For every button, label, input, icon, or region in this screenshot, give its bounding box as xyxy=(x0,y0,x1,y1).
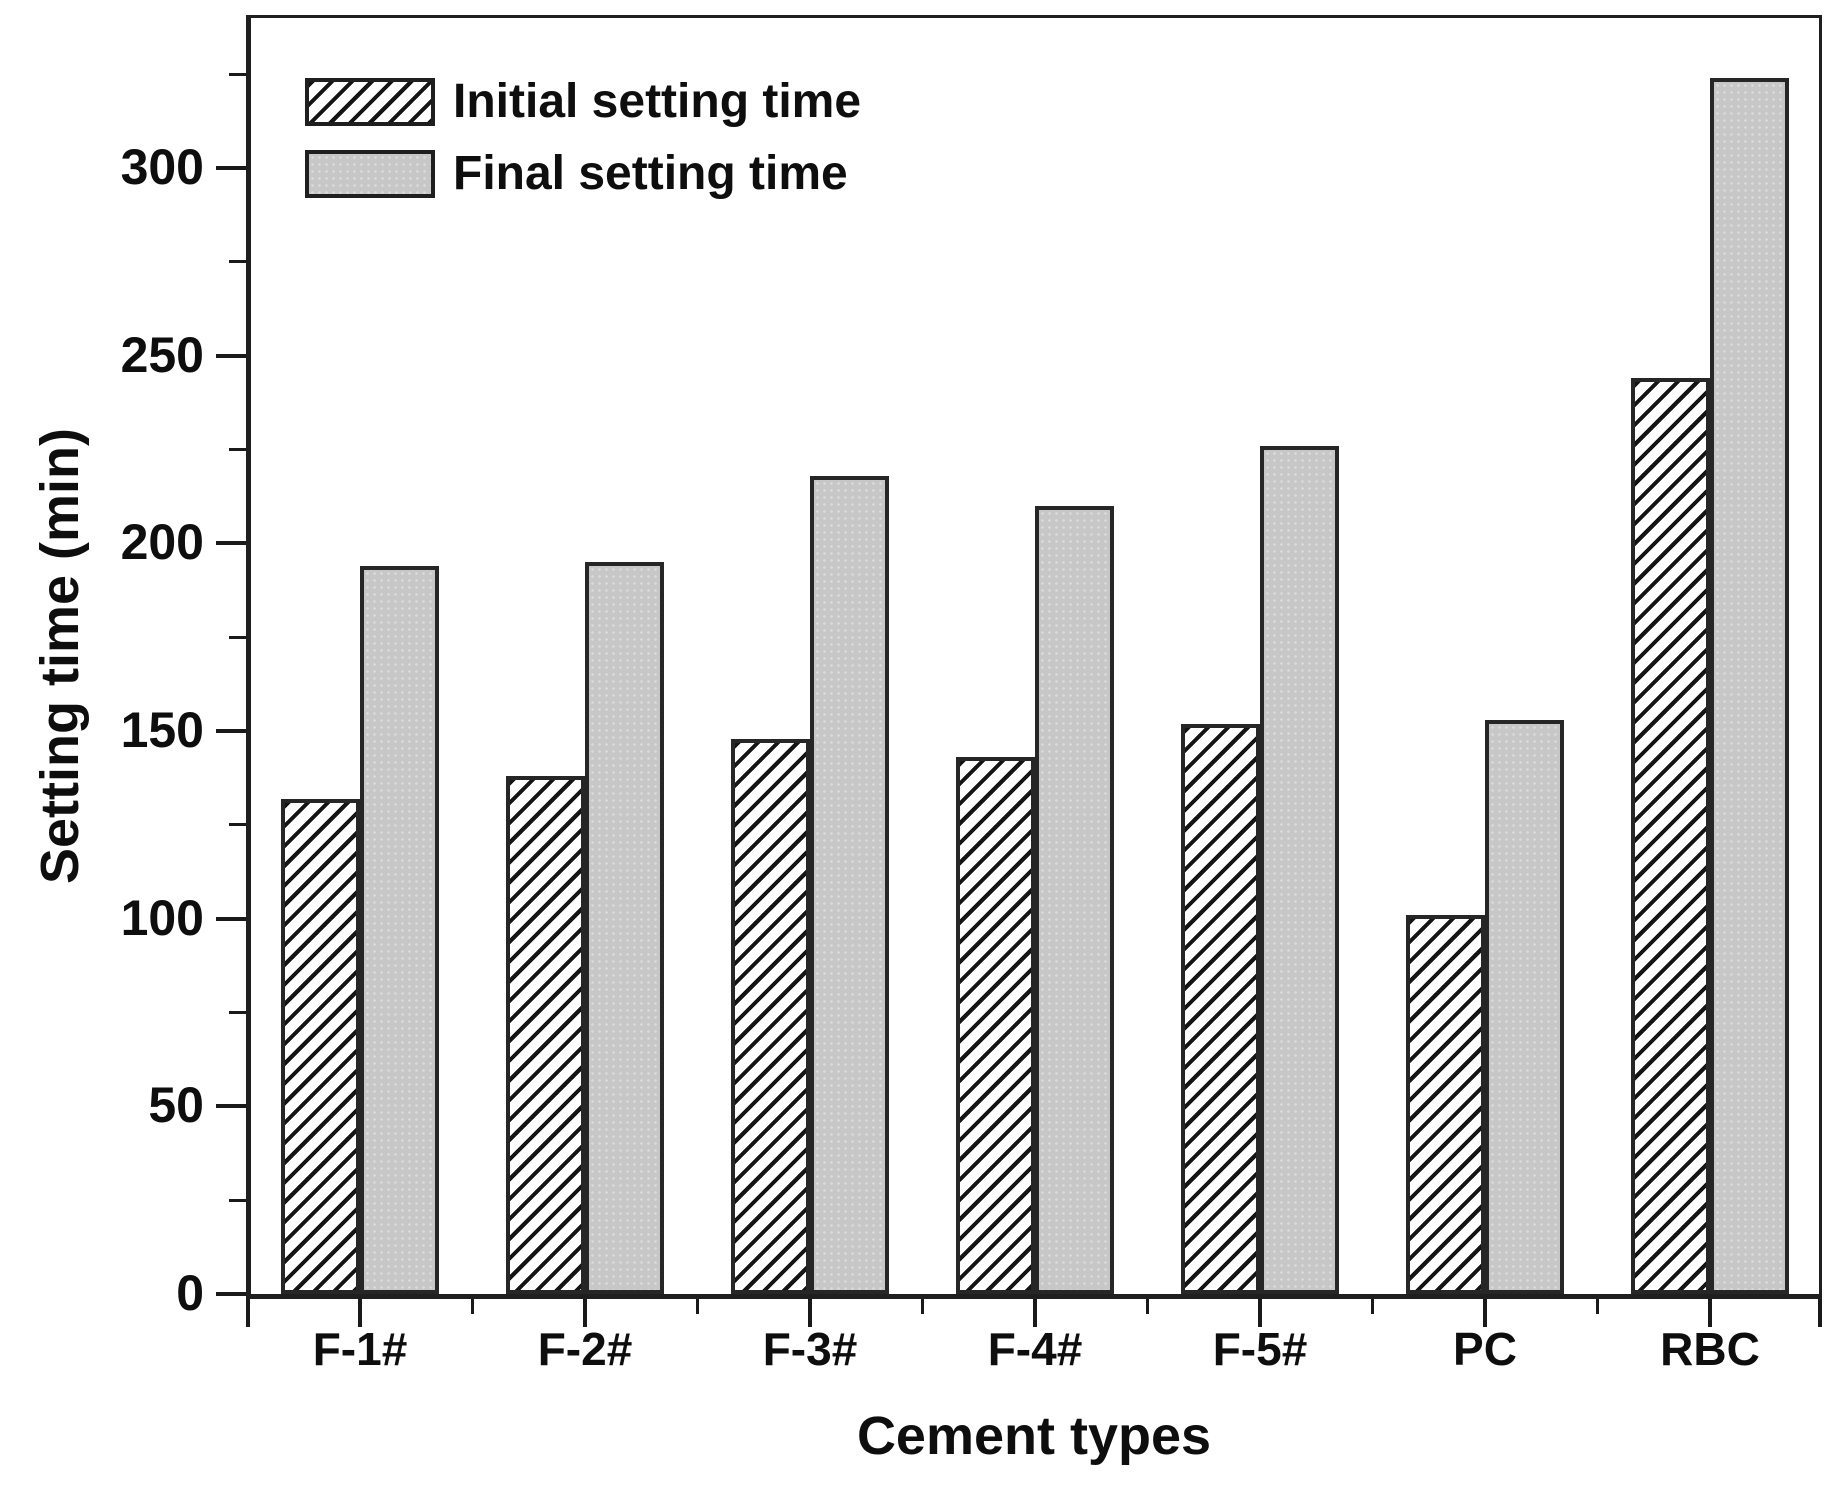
bar-final-f-1 xyxy=(360,566,439,1294)
y-minor-tick-275 xyxy=(229,260,246,263)
bar-final-f-4 xyxy=(1035,506,1114,1294)
y-major-tick-100 xyxy=(216,917,246,921)
legend-swatch-final-setting-time xyxy=(305,150,435,198)
y-tick-label-50: 50 xyxy=(148,1077,204,1133)
bar-final-rbc xyxy=(1710,78,1789,1294)
bar-final-f-5 xyxy=(1260,446,1339,1294)
bar-initial-f-5 xyxy=(1181,724,1260,1294)
y-minor-tick-175 xyxy=(229,636,246,639)
bar-final-pc xyxy=(1485,720,1564,1294)
x-edge-tick-right xyxy=(1818,1299,1822,1327)
y-tick-label-300: 300 xyxy=(120,139,204,195)
y-minor-tick-225 xyxy=(229,448,246,451)
x-minor-tick xyxy=(921,1299,924,1314)
x-major-tick-rbc xyxy=(1708,1299,1712,1327)
x-tick-label-f-5: F-5# xyxy=(1212,1323,1308,1375)
bar-initial-rbc xyxy=(1631,378,1710,1294)
x-tick-label-f-3: F-3# xyxy=(762,1323,858,1375)
bar-initial-f-1 xyxy=(281,799,360,1294)
y-tick-label-150: 150 xyxy=(120,702,204,758)
x-major-tick-f-2 xyxy=(583,1299,587,1327)
y-minor-tick-25 xyxy=(229,1199,246,1202)
legend-label-final-setting-time: Final setting time xyxy=(453,147,848,200)
x-minor-tick xyxy=(696,1299,699,1314)
y-tick-label-100: 100 xyxy=(120,890,204,946)
x-edge-tick-left xyxy=(246,1299,250,1327)
x-tick-label-f-1: F-1# xyxy=(312,1323,408,1375)
legend-swatch-initial-setting-time xyxy=(305,78,435,126)
x-major-tick-f-1 xyxy=(358,1299,362,1327)
legend-label-initial-setting-time: Initial setting time xyxy=(453,75,862,128)
x-tick-label-rbc: RBC xyxy=(1660,1323,1760,1375)
x-minor-tick xyxy=(1596,1299,1599,1314)
x-minor-tick xyxy=(1371,1299,1374,1314)
x-major-tick-f-3 xyxy=(808,1299,812,1327)
x-major-tick-f-5 xyxy=(1258,1299,1262,1327)
x-minor-tick xyxy=(471,1299,474,1314)
y-major-tick-250 xyxy=(216,354,246,358)
bar-final-f-2 xyxy=(585,562,664,1294)
x-tick-label-pc: PC xyxy=(1453,1323,1517,1375)
x-major-tick-f-4 xyxy=(1033,1299,1037,1327)
y-minor-tick-325 xyxy=(229,73,246,76)
bar-initial-pc xyxy=(1406,915,1485,1294)
y-major-tick-50 xyxy=(216,1104,246,1108)
bar-initial-f-3 xyxy=(731,739,810,1294)
bar-initial-f-4 xyxy=(956,757,1035,1294)
y-major-tick-300 xyxy=(216,166,246,170)
x-tick-label-f-4: F-4# xyxy=(987,1323,1083,1375)
x-minor-tick xyxy=(1146,1299,1149,1314)
y-minor-tick-125 xyxy=(229,823,246,826)
y-tick-label-0: 0 xyxy=(176,1265,204,1321)
x-tick-label-f-2: F-2# xyxy=(537,1323,633,1375)
bar-initial-f-2 xyxy=(506,776,585,1294)
x-axis-title: Cement types xyxy=(856,1406,1212,1466)
plot-area xyxy=(246,15,1822,1299)
y-tick-label-250: 250 xyxy=(120,327,204,383)
y-major-tick-0 xyxy=(216,1292,246,1296)
y-tick-label-200: 200 xyxy=(120,514,204,570)
y-minor-tick-75 xyxy=(229,1011,246,1014)
y-major-tick-200 xyxy=(216,541,246,545)
y-axis-title: Setting time (min) xyxy=(30,428,90,884)
y-major-tick-150 xyxy=(216,729,246,733)
x-major-tick-pc xyxy=(1483,1299,1487,1327)
bar-final-f-3 xyxy=(810,476,889,1294)
